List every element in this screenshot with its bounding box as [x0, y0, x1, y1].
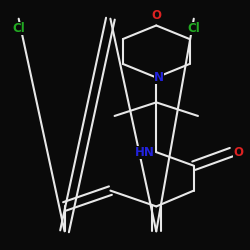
Text: Cl: Cl — [188, 22, 200, 35]
Text: Cl: Cl — [12, 22, 25, 35]
Text: O: O — [151, 9, 161, 22]
Text: N: N — [154, 71, 164, 84]
Text: HN: HN — [135, 146, 155, 159]
Text: O: O — [233, 146, 243, 159]
